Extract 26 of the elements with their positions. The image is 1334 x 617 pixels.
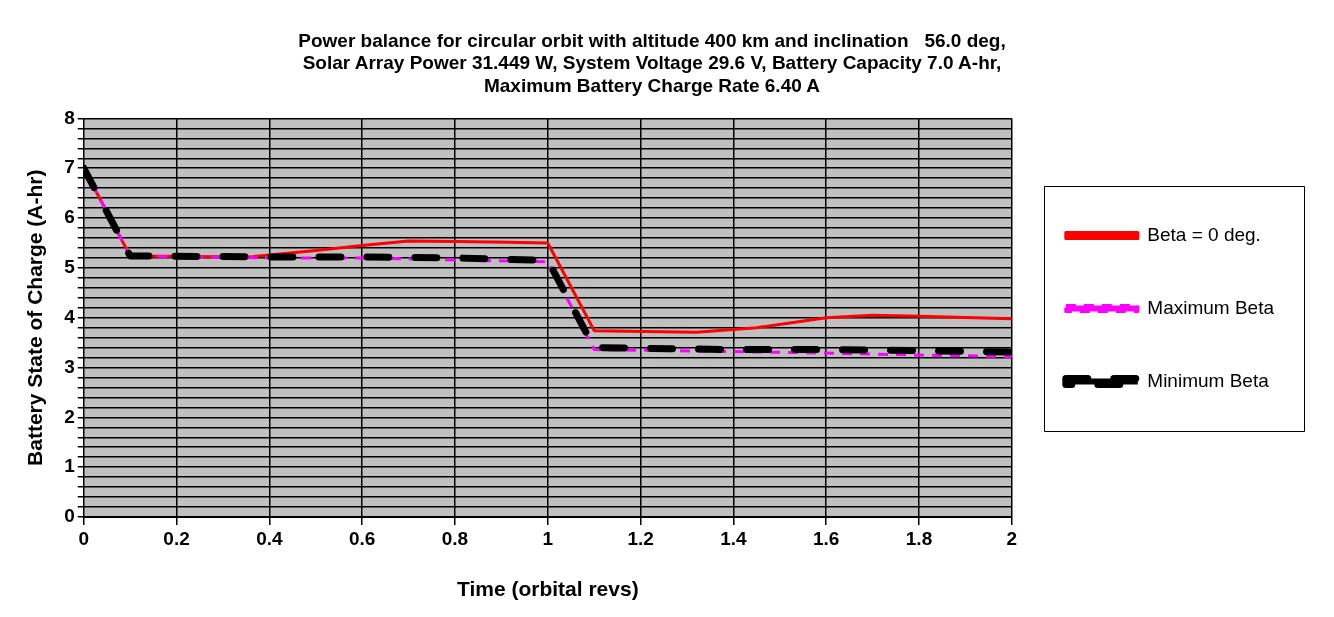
y-tick-label: 6 (64, 206, 75, 228)
legend-label: Maximum Beta (1147, 296, 1275, 318)
x-tick-label: 0.6 (348, 527, 376, 549)
x-tick-label: 1.4 (720, 527, 748, 549)
x-tick-label: 1.6 (812, 527, 840, 549)
y-tick-label: 2 (64, 405, 75, 427)
y-tick-label: 3 (64, 355, 75, 377)
legend-label: Beta = 0 deg. (1147, 223, 1261, 245)
y-tick-label: 8 (64, 106, 75, 128)
x-tick-label: 2 (1006, 527, 1018, 549)
chart-title: Power balance for circular orbit with altitude 400 km and inclination 56.0 deg, Solar Array Power 31.449 W, System Voltage 29.6 V, Battery Capacity 7.0 A-hr, Maximum Battery Charge Rate 6.40 A (298, 29, 1006, 97)
y-axis-title: Battery State of Charge (A-hr) (23, 169, 47, 466)
y-tick-label: 0 (64, 505, 75, 527)
y-tick-label: 1 (64, 455, 76, 477)
x-tick-label: 1.2 (627, 527, 654, 549)
x-tick-label: 1.8 (905, 527, 933, 549)
x-axis-title: Time (orbital revs) (456, 577, 639, 601)
x-tick-label: 0.2 (163, 527, 190, 549)
x-tick-label: 0.4 (256, 527, 284, 549)
legend-label: Minimum Beta (1147, 369, 1270, 391)
y-tick-label: 5 (64, 256, 76, 278)
y-tick-label: 7 (64, 156, 75, 178)
x-tick-label: 0 (78, 527, 90, 549)
x-tick-label: 1 (542, 527, 554, 549)
x-tick-label: 0.8 (441, 527, 469, 549)
y-tick-label: 4 (64, 305, 76, 327)
